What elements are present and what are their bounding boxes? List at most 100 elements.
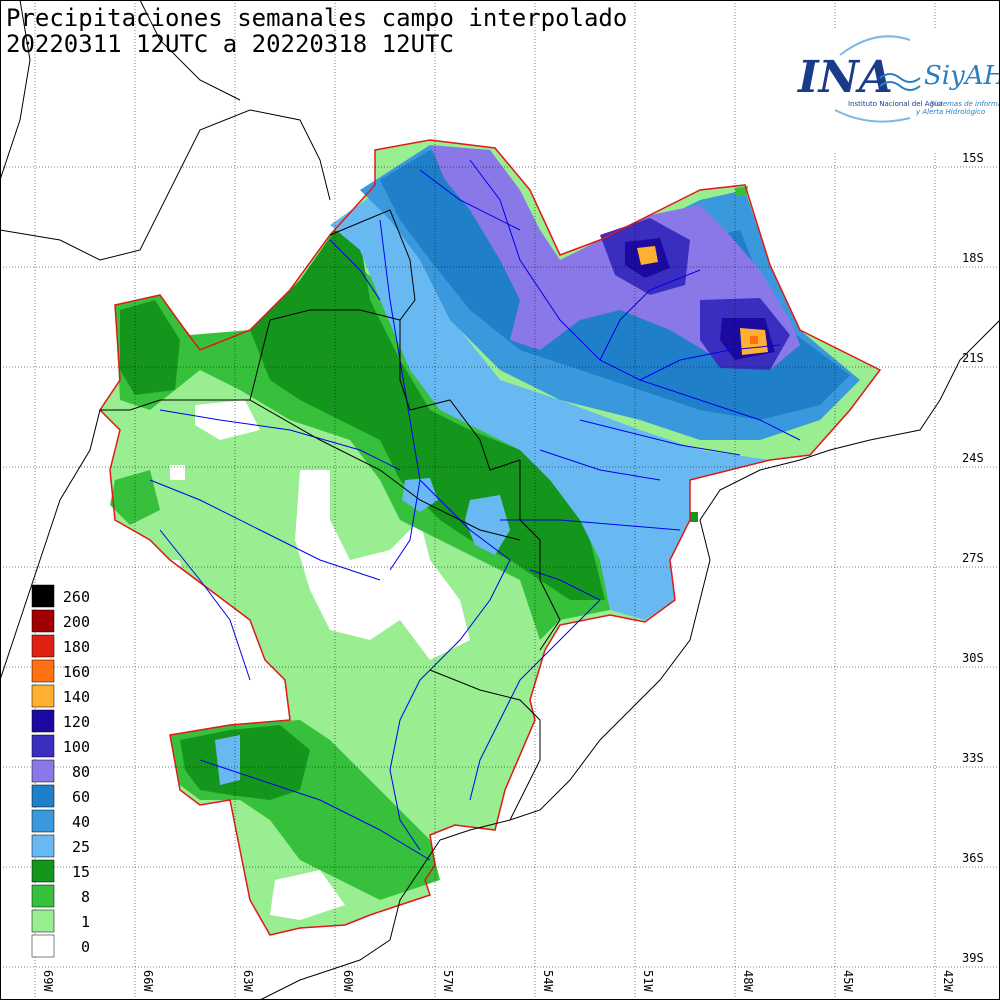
dry-patch-west: [170, 465, 185, 480]
legend-label: 80: [72, 763, 90, 781]
legend-swatch: [31, 884, 55, 908]
ina-siyah-logo: INA SiyAH Instituto Nacional del Agua Si…: [786, 28, 1000, 152]
lon-label: 60W: [341, 970, 355, 992]
border-bolivia-peru: [0, 109, 331, 261]
dry-patch-north: [195, 400, 260, 440]
river-bermejo: [149, 479, 381, 581]
river-salado-south: [199, 759, 431, 861]
title-line-2: 20220311 12UTC a 20220318 12UTC: [6, 30, 454, 58]
lon-label: 57W: [441, 970, 455, 992]
lat-label: 18S: [962, 251, 984, 265]
border-uruguay-brazil: [429, 669, 541, 821]
band-15mm-center: [250, 230, 605, 600]
legend-label: 1: [81, 913, 90, 931]
logo-siyah-text: SiyAH: [924, 61, 1000, 91]
legend-swatch: [31, 609, 55, 633]
legend-swatch: [31, 734, 55, 758]
legend-label: 0: [81, 938, 90, 956]
basin-outline: [99, 139, 882, 936]
lon-label: 63W: [241, 970, 255, 992]
lat-label: 30S: [962, 651, 984, 665]
river-salado: [159, 529, 251, 681]
title-line-1: Precipitaciones semanales campo interpol…: [6, 4, 627, 32]
legend-label: 15: [72, 863, 90, 881]
river-uruguay: [469, 569, 601, 801]
border-paraguay-argentina: [249, 399, 521, 541]
border-peru: [139, 0, 241, 101]
legend-swatch: [31, 859, 55, 883]
lat-label: 24S: [962, 451, 984, 465]
coastline-brazil: [439, 319, 1000, 841]
core-140mm-a: [637, 246, 658, 265]
logo-arc-lower: [834, 109, 911, 123]
band-15mm: [120, 300, 180, 395]
border-west-coast: [0, 0, 31, 181]
ne-dot-green: [735, 186, 748, 196]
lon-label: 51W: [641, 970, 655, 992]
core-160mm-b: [750, 336, 758, 344]
logo-arc: [839, 35, 911, 56]
border-chile-argentina: [0, 409, 101, 681]
logo-waves: [879, 73, 921, 91]
river-iguazu: [500, 519, 681, 531]
coast-dot-green: [690, 512, 698, 522]
lon-labels: 69W 66W 63W 60W 57W 54W 51W 48W 45W 42W: [41, 970, 955, 992]
precipitation-legend: 260 200 180 160 140 120 100 80 60 40 25 15 8 1 0: [31, 584, 90, 958]
legend-label: 8: [81, 888, 90, 906]
lat-label: 39S: [962, 951, 984, 965]
border-bolivia-brazil: [269, 209, 416, 321]
precipitation-field: [100, 140, 880, 935]
band-8mm-west: [110, 470, 160, 525]
river-cuiaba: [329, 239, 381, 301]
river-paranaiba: [599, 269, 701, 361]
legend-label: 100: [63, 738, 90, 756]
legend-swatch: [31, 659, 55, 683]
logo-caption-3: y Alerta Hidrológico: [915, 108, 985, 116]
legend-label: 120: [63, 713, 90, 731]
lon-label: 45W: [841, 970, 855, 992]
legend-label: 60: [72, 788, 90, 806]
dry-patch-south: [270, 870, 345, 920]
border-bolivia-paraguay: [129, 319, 271, 411]
spot-25mm-b: [465, 495, 510, 555]
lon-label: 54W: [541, 970, 555, 992]
legend-swatch: [31, 684, 55, 708]
legend-label: 160: [63, 663, 90, 681]
legend-swatch: [31, 784, 55, 808]
lat-label: 33S: [962, 751, 984, 765]
legend-swatch: [31, 634, 55, 658]
legend-label: 25: [72, 838, 90, 856]
lat-label: 21S: [962, 351, 984, 365]
legend-swatch: [31, 909, 55, 933]
river-grande: [639, 344, 781, 381]
logo-ina-text: INA: [796, 52, 893, 103]
legend-label: 260: [63, 588, 90, 606]
river-tiete: [579, 419, 741, 456]
lat-label: 27S: [962, 551, 984, 565]
coastline-argentina: [259, 839, 441, 1000]
dry-patch-sw: [160, 560, 185, 600]
logo-caption-1: Instituto Nacional del Agua: [848, 100, 943, 108]
lon-label: 48W: [741, 970, 755, 992]
legend-label: 200: [63, 613, 90, 631]
logo-caption-2: Sistemas de información: [930, 100, 1000, 108]
spot-25mm-a: [402, 478, 438, 512]
river-pilcomayo: [159, 409, 401, 471]
legend-label: 180: [63, 638, 90, 656]
map-title: Precipitaciones semanales campo interpol…: [6, 4, 627, 58]
legend-swatch: [31, 834, 55, 858]
river-north-trib: [419, 169, 521, 231]
border-paraguay-brazil: [399, 320, 521, 471]
legend-swatch: [31, 759, 55, 783]
river-paraguay: [379, 219, 421, 571]
lon-label: 69W: [41, 970, 55, 992]
lat-labels: 15S 18S 21S 24S 27S 30S 33S 36S 39S: [962, 151, 984, 965]
legend-swatch: [31, 934, 55, 958]
logo-background: [786, 28, 998, 152]
band-15mm-south: [180, 725, 310, 800]
legend-label: 40: [72, 813, 90, 831]
legend-label: 140: [63, 688, 90, 706]
river-paranapanema: [539, 449, 661, 481]
